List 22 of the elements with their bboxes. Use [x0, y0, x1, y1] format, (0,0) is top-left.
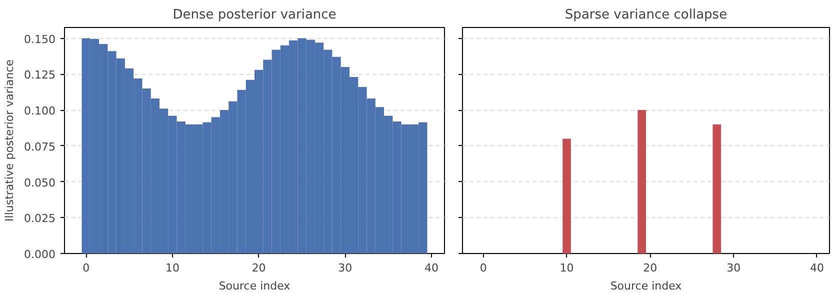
y-tick-label: 0.150: [24, 32, 56, 46]
x-tick-label: 20: [252, 262, 266, 274]
y-tick-label: 0.075: [24, 140, 56, 154]
x-tick-label: 40: [810, 262, 824, 274]
x-tick-label: 30: [726, 262, 741, 274]
y-tick-label: 0.050: [24, 176, 56, 190]
x-axis-title: Source index: [610, 280, 682, 292]
chart-title: Sparse variance collapse: [564, 8, 728, 22]
x-tick-label: 20: [643, 262, 658, 274]
y-axis-title: Illustrative posterior variance: [3, 59, 16, 222]
x-axis-title: Source index: [218, 280, 291, 292]
chart-title: Dense posterior variance: [172, 8, 336, 22]
x-tick-label: 10: [560, 262, 574, 274]
y-tick-label: 0.125: [24, 68, 56, 82]
x-tick-label: 0: [82, 262, 90, 274]
y-tick-label: 0.025: [24, 212, 56, 226]
x-tick-label: 10: [165, 262, 180, 274]
x-tick-label: 30: [338, 262, 352, 274]
y-tick-label: 0.000: [24, 248, 56, 261]
y-tick-label: 0.100: [24, 104, 56, 118]
x-tick-label: 0: [480, 262, 487, 274]
x-tick-label: 40: [424, 262, 439, 274]
